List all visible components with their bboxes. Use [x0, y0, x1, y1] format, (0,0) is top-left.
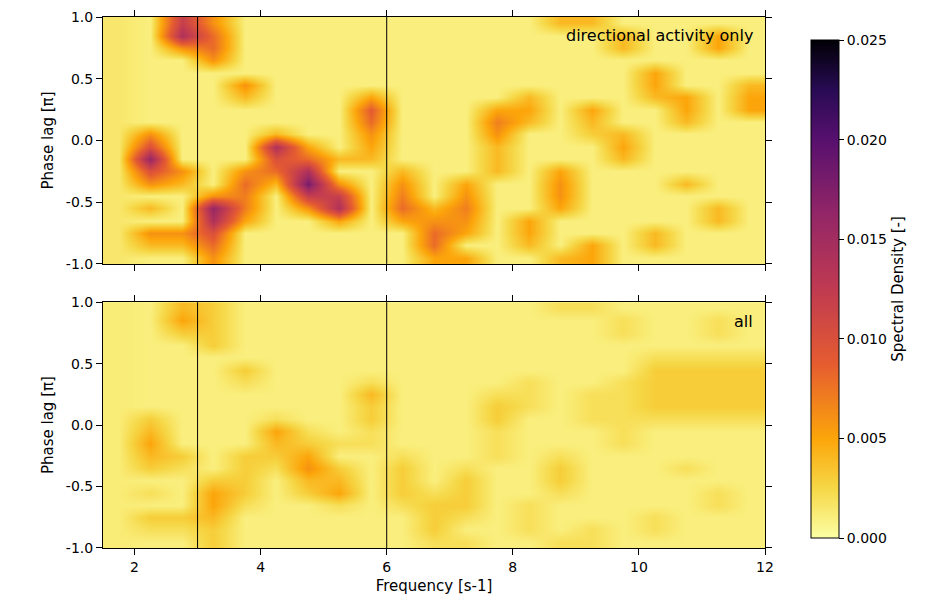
svg-text:0.025: 0.025 — [847, 32, 887, 48]
svg-text:Phase lag [π]: Phase lag [π] — [39, 91, 57, 189]
svg-text:0.010: 0.010 — [847, 331, 887, 347]
svg-text:0.5: 0.5 — [71, 71, 93, 87]
svg-text:10: 10 — [630, 559, 648, 575]
svg-text:Phase lag [π]: Phase lag [π] — [39, 376, 57, 474]
svg-text:Frequency [s-1]: Frequency [s-1] — [376, 577, 493, 595]
svg-text:0.005: 0.005 — [847, 430, 887, 446]
svg-text:0.020: 0.020 — [847, 132, 887, 148]
svg-text:0.0: 0.0 — [71, 132, 93, 148]
svg-text:-0.5: -0.5 — [66, 194, 93, 210]
svg-text:-0.5: -0.5 — [66, 478, 93, 494]
svg-text:0.5: 0.5 — [71, 356, 93, 372]
svg-text:2: 2 — [130, 559, 139, 575]
svg-text:1.0: 1.0 — [71, 9, 93, 25]
svg-text:8: 8 — [508, 559, 517, 575]
svg-text:0.015: 0.015 — [847, 231, 887, 247]
svg-text:directional activity only: directional activity only — [566, 26, 753, 45]
svg-text:1.0: 1.0 — [71, 294, 93, 310]
svg-text:6: 6 — [382, 559, 391, 575]
svg-text:4: 4 — [256, 559, 265, 575]
svg-text:0.000: 0.000 — [847, 530, 887, 546]
svg-text:all: all — [734, 312, 753, 331]
svg-text:-1.0: -1.0 — [66, 540, 93, 556]
svg-text:-1.0: -1.0 — [66, 256, 93, 272]
svg-text:12: 12 — [756, 559, 774, 575]
svg-text:Spectral Density [-]: Spectral Density [-] — [889, 216, 907, 362]
svg-text:0.0: 0.0 — [71, 417, 93, 433]
